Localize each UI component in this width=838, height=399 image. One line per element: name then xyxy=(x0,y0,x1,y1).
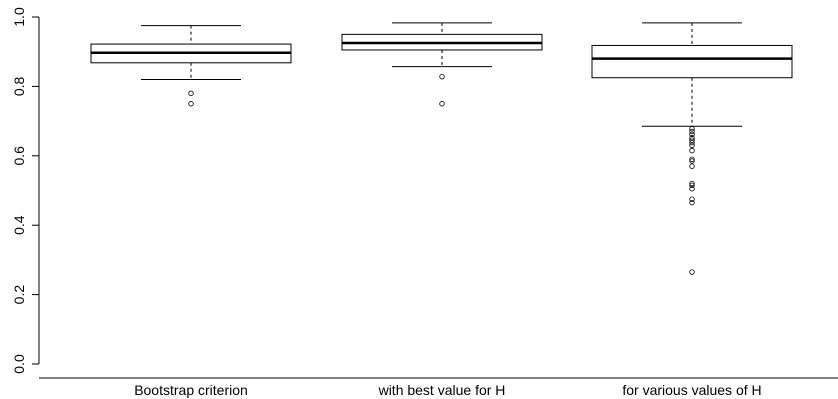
outlier-point xyxy=(689,199,695,206)
outlier-point xyxy=(689,139,695,146)
outlier-point xyxy=(689,163,695,169)
outlier-point xyxy=(689,156,695,162)
outlier-point xyxy=(689,180,695,187)
x-category-label: for various values of H xyxy=(622,382,761,398)
outlier-point xyxy=(439,101,445,107)
x-category-label: Bootstrap criterion xyxy=(134,382,248,398)
outlier-point xyxy=(689,186,695,192)
x-category-label: with best value for H xyxy=(378,382,506,398)
boxes xyxy=(90,22,793,275)
outlier-point xyxy=(689,126,695,132)
outlier-point xyxy=(689,131,695,137)
box-1 xyxy=(90,25,292,107)
axes: 0.0 0.2 0.4 0.6 0.8 1.0 Bootstrap criterion wit… xyxy=(11,7,838,398)
box-3 xyxy=(591,22,793,275)
outlier-point xyxy=(689,147,695,154)
outlier-point xyxy=(188,101,194,107)
outlier-point xyxy=(689,158,695,164)
outlier-point xyxy=(188,90,194,97)
y-tick-label: 0.4 xyxy=(11,215,27,235)
box-2 xyxy=(341,22,543,107)
y-tick-label: 0.8 xyxy=(11,76,27,96)
outlier-point xyxy=(689,182,695,188)
y-tick-label: 0.2 xyxy=(11,285,27,305)
outlier-point xyxy=(689,137,695,143)
box-iqr xyxy=(591,44,793,79)
y-tick-label: 1.0 xyxy=(11,7,27,27)
y-tick-label: 0.0 xyxy=(11,354,27,374)
y-tick-label: 0.6 xyxy=(11,146,27,166)
outlier-point xyxy=(689,128,695,135)
outlier-point xyxy=(439,73,445,80)
outlier-point xyxy=(689,196,695,202)
outlier-point xyxy=(689,142,695,149)
outlier-point xyxy=(689,269,695,275)
